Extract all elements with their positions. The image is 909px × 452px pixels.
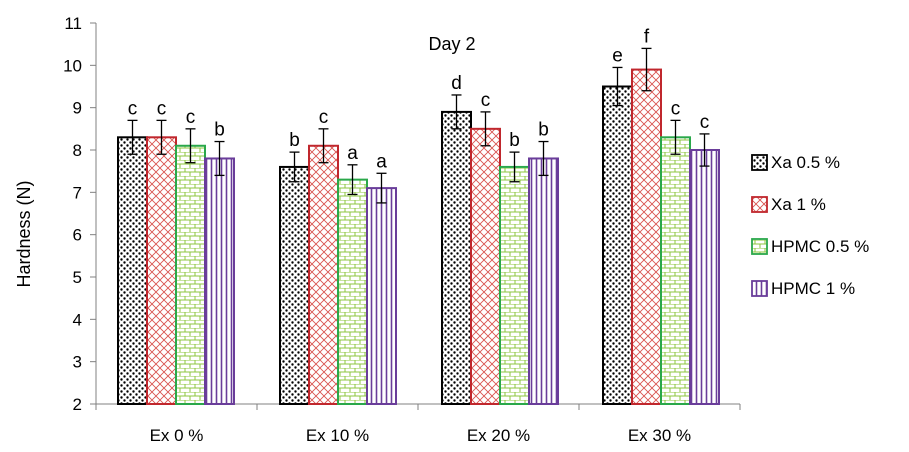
y-axis: 2 3 4 5 6 7 8 9 10 11 — [63, 14, 97, 414]
bar — [204, 157, 235, 405]
bar — [146, 136, 177, 406]
bar — [499, 165, 530, 405]
y-tick-label: 8 — [73, 141, 82, 160]
bar — [631, 68, 662, 405]
x-tick-label: Ex 20 % — [467, 426, 530, 445]
significance-letter: c — [700, 112, 710, 133]
significance-letter: c — [481, 90, 491, 111]
significance-letter: a — [347, 143, 358, 164]
bar — [308, 144, 339, 405]
bar — [441, 110, 472, 406]
legend-label: HPMC 0.5 % — [771, 237, 869, 256]
y-tick-label: 5 — [73, 268, 82, 287]
significance-letter: b — [214, 120, 225, 141]
significance-letter: e — [612, 45, 623, 66]
significance-letter: c — [671, 98, 681, 119]
legend-swatch — [751, 280, 768, 297]
bar — [602, 85, 633, 405]
bar — [337, 178, 368, 405]
bar — [279, 165, 310, 405]
significance-letter: d — [451, 73, 462, 94]
legend-swatch — [751, 196, 768, 213]
significance-letter: c — [186, 107, 196, 128]
x-axis: Ex 0 % Ex 10 % Ex 20 % Ex 30 % — [95, 403, 741, 445]
legend-label: HPMC 1 % — [771, 279, 855, 298]
x-tick-label: Ex 10 % — [306, 426, 369, 445]
y-tick-label: 2 — [73, 395, 82, 414]
bar — [366, 187, 397, 405]
legend-swatch — [751, 154, 768, 171]
y-tick-label: 7 — [73, 183, 82, 202]
legend-swatch — [751, 238, 768, 255]
legend: Xa 0.5 % Xa 1 % HPMC 0.5 % HPMC 1 % — [751, 153, 869, 298]
significance-letter: a — [376, 151, 387, 172]
bar — [175, 144, 206, 405]
significance-letter: b — [289, 130, 300, 151]
x-tick-label: Ex 30 % — [628, 426, 691, 445]
bar — [470, 127, 501, 405]
chart-title: Day 2 — [428, 34, 475, 54]
y-tick-label: 4 — [73, 310, 82, 329]
significance-letter: c — [157, 98, 167, 119]
y-tick-label: 11 — [64, 14, 82, 33]
bar — [660, 136, 691, 406]
significance-letter: c — [319, 107, 329, 128]
y-tick-label: 9 — [73, 99, 82, 118]
significance-letter: f — [644, 26, 650, 47]
significance-letter: c — [128, 98, 138, 119]
bar — [528, 157, 559, 405]
y-axis-label: Hardness (N) — [14, 180, 34, 287]
bar — [117, 136, 148, 406]
significance-letter: b — [509, 130, 520, 151]
x-tick-label: Ex 0 % — [150, 426, 204, 445]
y-tick-label: 10 — [63, 56, 82, 75]
bar — [689, 149, 720, 405]
legend-label: Xa 0.5 % — [771, 153, 840, 172]
y-tick-label: 3 — [73, 353, 82, 372]
significance-letter: b — [538, 120, 549, 141]
legend-label: Xa 1 % — [771, 195, 826, 214]
y-tick-label: 6 — [73, 226, 82, 245]
